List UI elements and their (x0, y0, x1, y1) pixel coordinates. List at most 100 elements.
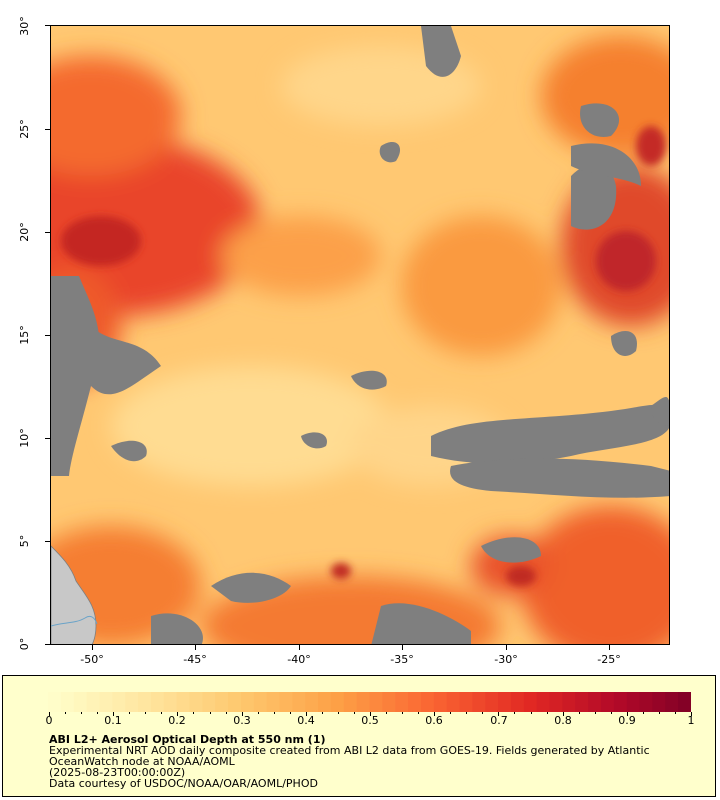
colorbar-step (626, 692, 641, 712)
colorbar-tick (193, 712, 195, 714)
colorbar-label-0-9: 0.9 (618, 714, 636, 727)
colorbar-step (588, 692, 602, 712)
colorbar-step (472, 692, 486, 712)
colorbar-tick (209, 712, 211, 714)
colorbar-tick (386, 712, 388, 714)
colorbar-step (138, 692, 152, 712)
colorbar-tick (675, 712, 676, 714)
colorbar-step (240, 692, 255, 712)
colorbar-tick (145, 712, 147, 714)
colorbar-tick (482, 712, 484, 714)
x-tick (609, 645, 610, 650)
colorbar-tick (642, 712, 644, 714)
x-tick (402, 645, 403, 650)
colorbar-step (318, 692, 332, 712)
legend-description-line-1: Experimental NRT AOD daily composite cre… (49, 744, 650, 757)
colorbar-step (189, 692, 203, 712)
lat-label-5: 5° (18, 534, 31, 548)
legend-timestamp: (2025-08-23T00:00:00Z) (49, 766, 186, 779)
colorbar-tick (418, 712, 420, 714)
colorbar-step (150, 692, 165, 712)
colorbar-tick (498, 712, 500, 716)
lat-label-15: 15° (18, 325, 31, 345)
colorbar-step (459, 692, 473, 712)
colorbar-tick (177, 712, 179, 716)
colorbar-step (266, 692, 280, 712)
colorbar-tick (257, 712, 259, 714)
lon-label-35w: -35° (390, 653, 414, 666)
colorbar-label-0-3: 0.3 (233, 714, 251, 727)
colorbar-tick (466, 712, 468, 714)
colorbar-step (215, 692, 229, 712)
colorbar-step (600, 692, 615, 712)
colorbar-label-0-1: 0.1 (104, 714, 122, 727)
colorbar-step (176, 692, 190, 712)
lon-label-25w: -25° (597, 653, 621, 666)
colorbar-step (382, 692, 396, 712)
no-data-areas (51, 26, 669, 644)
y-tick (45, 644, 50, 645)
colorbar-step (652, 692, 666, 712)
colorbar-tick (321, 712, 323, 714)
colorbar-tick (402, 712, 404, 714)
colorbar-step (536, 692, 551, 712)
colorbar-step (613, 692, 628, 712)
colorbar-tick (370, 712, 371, 716)
x-tick (195, 645, 196, 650)
colorbar-label-0-6: 0.6 (425, 714, 443, 727)
colorbar-tick (225, 712, 227, 714)
lon-label-40w: -40° (287, 653, 311, 666)
colorbar-tick (450, 712, 452, 714)
lat-label-20: 20° (18, 222, 31, 242)
colorbar-step (343, 692, 358, 712)
colorbar-step (356, 692, 370, 712)
colorbar-step (408, 692, 422, 712)
colorbar-tick (594, 712, 596, 714)
colorbar-step (446, 692, 461, 712)
colorbar-tick (434, 712, 436, 716)
colorbar-label-0-4: 0.4 (297, 714, 315, 727)
colorbar-step (253, 692, 268, 712)
y-tick (45, 25, 50, 26)
colorbar-step (485, 692, 499, 712)
colorbar-tick (691, 712, 692, 716)
colorbar-tick (546, 712, 548, 714)
colorbar-step (420, 692, 435, 712)
colorbar-label-0: 0 (45, 714, 53, 727)
colorbar-tick (658, 712, 660, 714)
colorbar-step (202, 692, 216, 712)
colorbar-tick (530, 712, 532, 714)
colorbar-label-0-7: 0.7 (490, 714, 508, 727)
colorbar-step (369, 692, 383, 712)
colorbar-step (99, 692, 113, 712)
lat-label-0: 0° (18, 637, 31, 651)
colorbar-step (433, 692, 448, 712)
colorbar-label-0-8: 0.8 (554, 714, 572, 727)
y-tick (45, 232, 50, 233)
colorbar-step (549, 692, 563, 712)
colorbar-tick (49, 712, 50, 716)
colorbar-tick (337, 712, 339, 714)
colorbar (48, 692, 691, 712)
colorbar-tick (81, 712, 83, 714)
legend-panel: 0 0.1 0.2 0.3 0.4 0.5 0.6 0.7 0.8 0.9 1 … (2, 675, 716, 797)
lon-label-45w: -45° (183, 653, 207, 666)
colorbar-step (60, 692, 75, 712)
colorbar-tick (273, 712, 275, 714)
colorbar-step (330, 692, 345, 712)
colorbar-step (639, 692, 653, 712)
colorbar-step (575, 692, 589, 712)
colorbar-step (86, 692, 100, 712)
colorbar-step (228, 692, 242, 712)
colorbar-tick (305, 712, 307, 716)
colorbar-label-0-2: 0.2 (168, 714, 186, 727)
colorbar-tick (578, 712, 580, 714)
lat-label-25: 25° (18, 119, 31, 139)
legend-description-line-2: OceanWatch node at NOAA/AOML (49, 755, 235, 768)
colorbar-step (523, 692, 538, 712)
colorbar-tick (353, 712, 355, 714)
y-tick (45, 335, 50, 336)
colorbar-step (48, 692, 62, 712)
colorbar-step (279, 692, 293, 712)
colorbar-label-1: 1 (687, 714, 695, 727)
